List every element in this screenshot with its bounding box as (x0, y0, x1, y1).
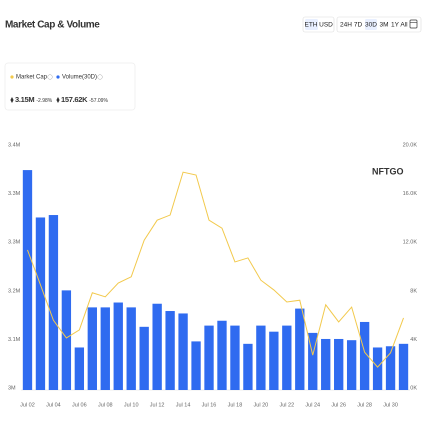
bar (87, 307, 97, 390)
bar (100, 307, 110, 390)
x-tick-label: Jul 04 (46, 402, 61, 408)
x-tick-label: Jul 08 (98, 402, 113, 408)
bar (204, 325, 214, 390)
button-bg (365, 19, 377, 30)
y2-tick-label: 16.0K (403, 191, 418, 197)
bar (359, 321, 370, 390)
eth-icon (10, 97, 14, 103)
x-tick-label: Jul 30 (383, 402, 398, 408)
legend-label: Volume(30D) (62, 75, 97, 81)
bar (295, 308, 305, 390)
legend-box (4, 62, 136, 111)
bar (334, 338, 344, 390)
legend-change: -57.09% (89, 98, 108, 104)
x-tick-label: Jul 26 (331, 402, 346, 408)
bar (217, 320, 227, 390)
bar (22, 170, 33, 390)
x-tick-label: Jul 18 (228, 402, 243, 408)
bar (282, 325, 292, 390)
y-tick-label: 3.3M (8, 191, 21, 197)
y-tick-label: 3.1M (8, 337, 21, 343)
x-tick-label: Jul 28 (357, 402, 372, 408)
y2-tick-label: 0K (410, 385, 417, 391)
eth-icon (56, 97, 60, 103)
x-tick-label: Jul 22 (279, 402, 294, 408)
bar (126, 307, 136, 390)
range-button[interactable]: All (400, 22, 408, 29)
currency-button[interactable]: USD (319, 22, 333, 29)
currency-toggle (302, 16, 335, 33)
watermark: NFTGO (372, 166, 404, 176)
legend-label: Market Cap (16, 75, 48, 81)
x-tick-label: Jul 10 (124, 402, 139, 408)
y-tick-label: 3.4M (8, 142, 21, 148)
y2-tick-label: 8K (410, 288, 417, 294)
x-tick-label: Jul 06 (72, 402, 87, 408)
range-button[interactable]: 7D (354, 22, 363, 29)
x-tick-label: Jul 20 (254, 402, 269, 408)
y-tick-label: 3.2M (8, 288, 21, 294)
bar (398, 343, 409, 390)
bar (113, 302, 123, 390)
x-tick-label: Jul 16 (202, 402, 217, 408)
bar (139, 326, 149, 390)
info-icon (97, 74, 103, 80)
legend-dot (56, 75, 60, 79)
bar (385, 346, 396, 390)
calendar-icon[interactable] (409, 19, 418, 29)
legend-change: -2.98% (36, 98, 52, 104)
bar (178, 313, 188, 390)
bar (346, 340, 357, 390)
x-tick-label: Jul 24 (305, 402, 320, 408)
bar (372, 347, 383, 390)
bar (152, 303, 162, 390)
range-toggle (336, 16, 422, 33)
bar (74, 347, 85, 390)
x-tick-label: Jul 14 (176, 402, 191, 408)
x-tick-label: Jul 12 (150, 402, 165, 408)
legend-value: 157.62K (61, 95, 88, 104)
y2-tick-label: 4K (410, 337, 417, 343)
range-button[interactable]: 1Y (391, 22, 400, 29)
y-tick-label: 3.3M (8, 240, 21, 246)
bar (191, 341, 201, 390)
y2-tick-label: 20.0K (403, 142, 418, 148)
chart-title: Market Cap & Volume (5, 20, 100, 31)
legend-dot (10, 75, 14, 79)
bar (48, 215, 59, 390)
y-tick-label: 3M (8, 385, 16, 391)
x-tick-label: Jul 02 (20, 402, 35, 408)
bar (308, 332, 318, 390)
range-button[interactable]: 3M (379, 22, 388, 29)
range-button[interactable]: 24H (340, 22, 352, 29)
bar (256, 325, 266, 390)
info-icon (47, 74, 53, 80)
bar (230, 325, 240, 390)
bar (165, 311, 175, 390)
line (27, 171, 404, 368)
currency-button[interactable]: ETH (305, 22, 318, 29)
bar (35, 217, 46, 390)
y2-tick-label: 12.0K (403, 240, 418, 246)
bar (269, 331, 279, 390)
bar (243, 343, 253, 390)
range-button[interactable]: 30D (365, 22, 377, 29)
bar (321, 338, 331, 390)
bar (61, 290, 72, 390)
legend-value: 3.15M (15, 95, 34, 104)
button-bg (305, 19, 318, 30)
